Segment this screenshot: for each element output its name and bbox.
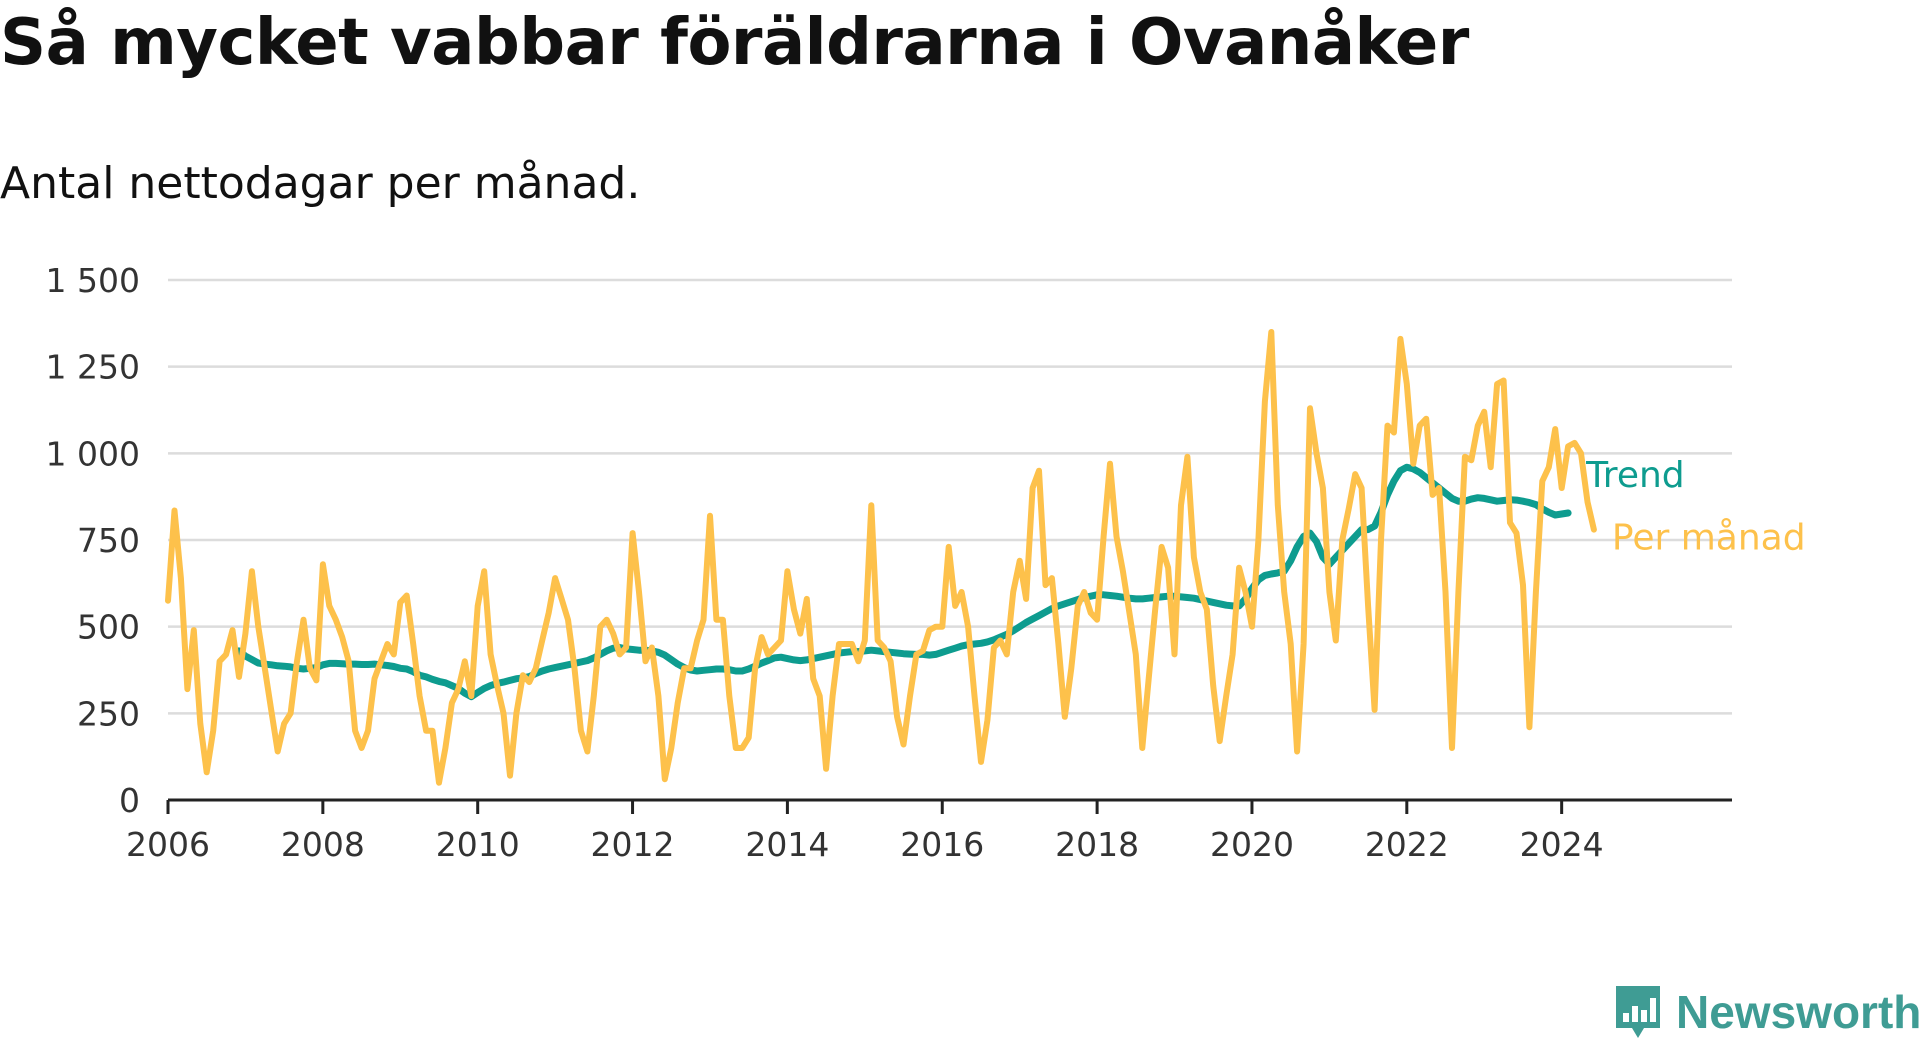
x-tick-label: 2024 xyxy=(1520,825,1604,864)
y-tick-label: 1 250 xyxy=(46,348,140,387)
series-lines xyxy=(165,329,1597,786)
x-axis-tick-labels: 2006 2008 2010 2012 2014 2016 2018 2020 2022 2024 xyxy=(126,800,1604,864)
x-tick-label: 2010 xyxy=(436,825,520,864)
brand-name: Newsworthy xyxy=(1676,986,1920,1038)
x-tick-label: 2020 xyxy=(1210,825,1294,864)
chart-title: Så mycket vabbar föräldrarna i Ovanåker xyxy=(0,6,1469,80)
y-tick-label: 0 xyxy=(119,781,140,820)
y-tick-label: 1 000 xyxy=(46,434,140,473)
x-tick-label: 2018 xyxy=(1055,825,1139,864)
x-tick-label: 2022 xyxy=(1365,825,1449,864)
newsworthy-logo-icon xyxy=(1616,986,1660,1038)
x-tick-label: 2014 xyxy=(745,825,829,864)
x-tick-label: 2012 xyxy=(591,825,675,864)
y-tick-label: 250 xyxy=(77,694,140,733)
y-tick-label: 500 xyxy=(77,608,140,647)
newsworthy-logo: Newsworthy xyxy=(1612,982,1920,1042)
series-label-per-manad: Per månad xyxy=(1612,518,1806,559)
x-tick-label: 2016 xyxy=(900,825,984,864)
series-label-trend: Trend xyxy=(1585,455,1685,496)
chart-subtitle: Antal nettodagar per månad. xyxy=(0,158,641,209)
series-labels: Per månad Trend xyxy=(1585,455,1805,559)
series-line-per-manad xyxy=(165,329,1597,786)
x-tick-label: 2008 xyxy=(281,825,365,864)
y-tick-label: 1 500 xyxy=(46,261,140,300)
y-axis-tick-labels: 0 250 500 750 1 000 1 250 1 500 xyxy=(46,261,140,820)
x-tick-label: 2006 xyxy=(126,825,210,864)
y-tick-label: 750 xyxy=(77,521,140,560)
